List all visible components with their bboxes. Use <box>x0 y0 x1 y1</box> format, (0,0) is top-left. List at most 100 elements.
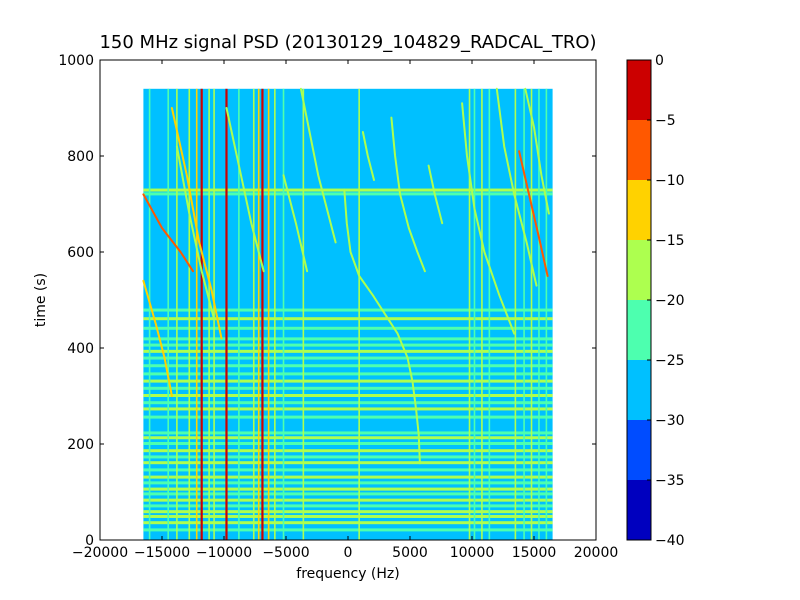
horizontal-band <box>143 326 553 330</box>
colorbar-ticks: 0 −5 −10 −15 −20 −25 −30 −35 −40 <box>647 53 685 549</box>
horizontal-band <box>143 394 553 397</box>
colorbar-tick-label: −10 <box>655 173 685 189</box>
signal-track <box>282 174 309 273</box>
vertical-line <box>200 88 203 540</box>
vertical-line <box>257 88 260 540</box>
colorbar-level <box>627 300 651 360</box>
signal-track <box>299 87 337 244</box>
horizontal-band <box>143 401 553 405</box>
signal-track <box>225 107 265 273</box>
vertical-line <box>188 88 191 540</box>
chart-title: 150 MHz signal PSD (20130129_104829_RADC… <box>99 32 596 53</box>
signal-track <box>390 116 426 273</box>
vertical-line <box>195 88 198 540</box>
vertical-line <box>530 88 533 540</box>
y-tick-label: 200 <box>67 437 94 453</box>
horizontal-band <box>143 492 553 496</box>
horizontal-band <box>143 188 553 192</box>
x-tick-label: 5000 <box>392 545 428 561</box>
colorbar-level <box>627 420 651 480</box>
vertical-line <box>481 88 483 540</box>
horizontal-band <box>143 356 553 360</box>
horizontal-band <box>143 461 553 465</box>
x-tick-label: 20000 <box>574 545 619 561</box>
vertical-line <box>358 88 360 540</box>
colorbar-levels <box>627 60 651 540</box>
colorbar-tick-label: −35 <box>655 473 685 489</box>
horizontal-band <box>143 481 553 485</box>
horizontal-band <box>143 379 553 383</box>
colorbar-tick-label: −20 <box>655 293 685 309</box>
colorbar-level <box>627 240 651 300</box>
x-tick-label: −10000 <box>196 545 252 561</box>
vertical-line <box>208 88 210 540</box>
y-tick-label: 400 <box>67 341 94 357</box>
horizontal-band <box>143 407 553 411</box>
horizontal-band <box>143 364 553 368</box>
vertical-line <box>274 88 276 540</box>
spectrogram-heatmap <box>142 87 553 540</box>
signal-track <box>524 87 550 215</box>
vertical-line <box>514 88 517 540</box>
vertical-line <box>267 88 270 540</box>
horizontal-band <box>143 431 553 435</box>
signal-track <box>495 87 538 287</box>
horizontal-band <box>143 528 553 532</box>
plot-area: −20000 −15000 −10000 −5000 0 5000 10000 15000 20… <box>58 53 618 561</box>
horizontal-band <box>143 468 553 472</box>
vertical-line <box>167 88 169 540</box>
vertical-line <box>213 88 215 540</box>
horizontal-band <box>143 337 553 341</box>
horizontal-band <box>143 308 553 312</box>
vertical-line <box>538 88 540 540</box>
horizontal-band <box>143 455 553 459</box>
vertical-line <box>261 88 264 540</box>
heatmap-background <box>143 88 553 540</box>
colorbar-level <box>627 480 651 540</box>
colorbar: 0 −5 −10 −15 −20 −25 −30 −35 −40 <box>626 53 685 549</box>
colorbar-tick-label: −30 <box>655 413 685 429</box>
vertical-line <box>468 88 471 540</box>
colorbar-tick-label: 0 <box>655 53 664 69</box>
horizontal-band <box>143 436 553 440</box>
vertical-line <box>473 88 476 540</box>
vertical-line <box>238 88 240 540</box>
signal-track <box>361 131 375 181</box>
x-axis-ticks: −20000 −15000 −10000 −5000 0 5000 10000 15000 20… <box>72 60 618 561</box>
y-axis-ticks: 0 200 400 600 800 1000 <box>58 53 596 549</box>
horizontal-band <box>143 514 553 518</box>
horizontal-band <box>143 317 553 321</box>
colorbar-level <box>627 120 651 180</box>
signal-track <box>343 188 421 465</box>
vertical-line <box>523 88 525 540</box>
signal-track <box>170 107 223 340</box>
signal-track <box>142 193 194 273</box>
horizontal-band <box>143 487 553 491</box>
x-tick-label: 0 <box>344 545 353 561</box>
horizontal-band <box>143 192 553 196</box>
x-tick-label: −20000 <box>72 545 128 561</box>
vertical-line <box>302 88 305 540</box>
y-tick-label: 1000 <box>58 53 94 69</box>
x-tick-label: 15000 <box>512 545 557 561</box>
vertical-line <box>225 88 228 540</box>
x-axis-label: frequency (Hz) <box>296 566 399 582</box>
colorbar-tick-label: −15 <box>655 233 685 249</box>
horizontal-band <box>143 510 553 514</box>
signal-track <box>518 150 549 277</box>
y-axis-label: time (s) <box>33 273 49 327</box>
colorbar-tick-label: −5 <box>655 113 676 129</box>
colorbar-level <box>627 60 651 120</box>
vertical-line <box>252 88 255 540</box>
horizontal-band <box>143 504 553 508</box>
signal-track <box>427 164 444 225</box>
x-tick-label: −5000 <box>262 545 309 561</box>
y-tick-label: 600 <box>67 245 94 261</box>
horizontal-band <box>143 498 553 502</box>
vertical-line <box>176 88 178 540</box>
vertical-line <box>148 88 151 540</box>
signal-track <box>175 145 216 321</box>
horizontal-band <box>143 475 553 479</box>
x-tick-label: −15000 <box>134 545 190 561</box>
y-tick-label: 800 <box>67 149 94 165</box>
